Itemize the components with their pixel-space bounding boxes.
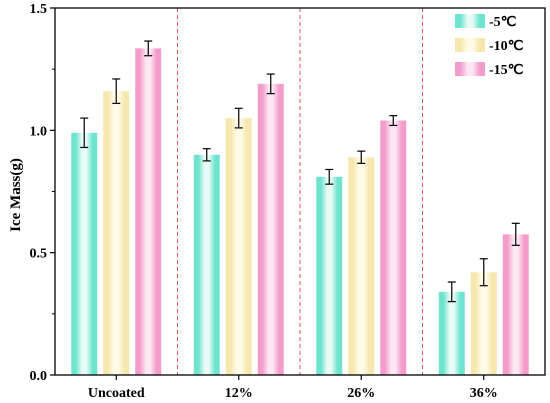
y-tick-label: 0.0 bbox=[30, 369, 48, 384]
y-axis-title: Ice Mass(g) bbox=[8, 158, 24, 232]
legend-label: -10℃ bbox=[489, 39, 524, 54]
bar bbox=[225, 118, 252, 375]
legend-swatch bbox=[455, 14, 485, 28]
legend-label: -15℃ bbox=[489, 63, 524, 78]
bar bbox=[193, 154, 220, 375]
x-tick-label: 36% bbox=[470, 386, 498, 401]
plot-frame bbox=[54, 7, 546, 376]
legend-label: -5℃ bbox=[489, 15, 517, 30]
bar bbox=[502, 234, 529, 375]
x-tick-label: Uncoated bbox=[88, 386, 145, 401]
legend-swatch bbox=[455, 62, 485, 76]
bar bbox=[71, 132, 98, 375]
bar bbox=[438, 291, 465, 375]
legend-swatch bbox=[455, 38, 485, 52]
bar bbox=[348, 157, 375, 375]
bar bbox=[470, 272, 497, 375]
x-tick-label: 26% bbox=[347, 386, 375, 401]
bar bbox=[257, 83, 284, 375]
bar bbox=[135, 48, 162, 376]
bar bbox=[380, 120, 407, 376]
x-tick-label: 12% bbox=[225, 386, 253, 401]
bar bbox=[103, 91, 130, 375]
bar bbox=[316, 176, 343, 375]
y-tick-label: 0.5 bbox=[30, 247, 48, 262]
plot-area: Uncoated 12% 26% 36% 0.0 0.5 1.0 1.5 -5℃ -10℃ -15℃ bbox=[30, 2, 546, 401]
y-tick-label: 1.0 bbox=[30, 124, 48, 139]
y-tick-label: 1.5 bbox=[30, 2, 48, 17]
